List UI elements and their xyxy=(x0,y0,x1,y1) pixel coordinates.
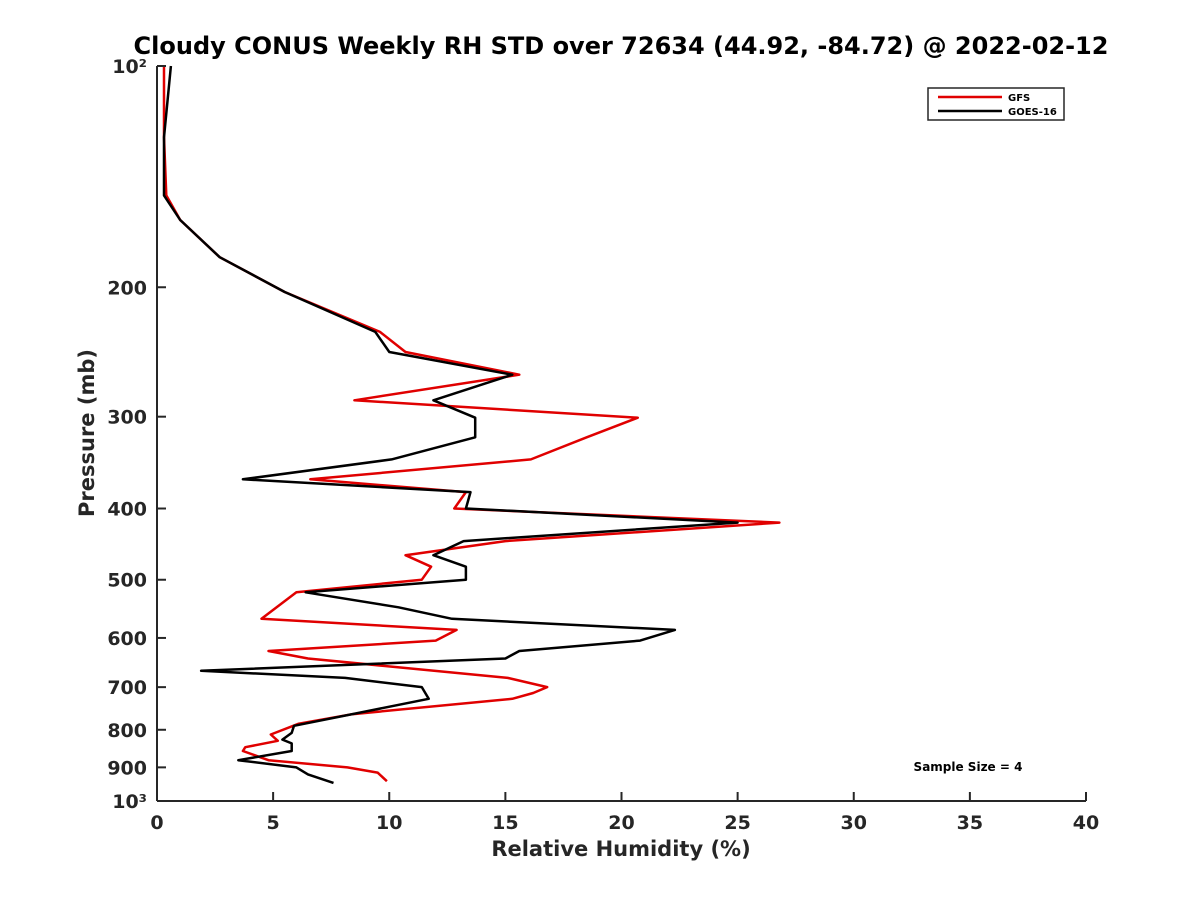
x-tick-label: 15 xyxy=(492,812,518,834)
y-tick-label: 600 xyxy=(107,628,147,650)
chart-title: Cloudy CONUS Weekly RH STD over 72634 (4… xyxy=(134,32,1109,60)
sample-size-note: Sample Size = 4 xyxy=(914,760,1023,774)
ticks: 0 5 10 15 20 25 30 35 40 10² 200 300 400 500 600 700 800… xyxy=(107,56,1099,834)
y-tick-label: 900 xyxy=(107,757,147,779)
x-axis-label: Relative Humidity (%) xyxy=(491,837,750,861)
x-tick-label: 35 xyxy=(957,812,983,834)
legend-box xyxy=(927,87,1065,121)
legend-label-goes16: GOES-16 xyxy=(1008,107,1057,118)
legend: GFS GOES-16 xyxy=(927,87,1065,121)
series-line-goes16 xyxy=(162,65,739,785)
y-tick-label: 700 xyxy=(107,677,147,699)
x-tick-label: 10 xyxy=(376,812,402,834)
x-tick-label: 5 xyxy=(267,812,280,834)
y-tick-label: 400 xyxy=(107,499,147,521)
y-tick-label: 10³ xyxy=(112,791,147,813)
x-tick-label: 20 xyxy=(608,812,634,834)
y-tick-label: 800 xyxy=(107,720,147,742)
y-tick-label: 500 xyxy=(107,570,147,592)
legend-label-gfs: GFS xyxy=(1008,93,1030,104)
y-tick-label: 200 xyxy=(107,277,147,299)
y-axis-label: Pressure (mb) xyxy=(75,349,99,517)
y-tick-label: 300 xyxy=(107,407,147,429)
y-tick-label: 10² xyxy=(112,56,147,78)
x-tick-label: 25 xyxy=(724,812,750,834)
x-tick-label: 0 xyxy=(150,812,163,834)
plot-lines xyxy=(162,65,781,785)
x-tick-label: 40 xyxy=(1073,812,1099,834)
x-tick-label: 30 xyxy=(841,812,867,834)
series-line-gfs xyxy=(162,66,781,783)
